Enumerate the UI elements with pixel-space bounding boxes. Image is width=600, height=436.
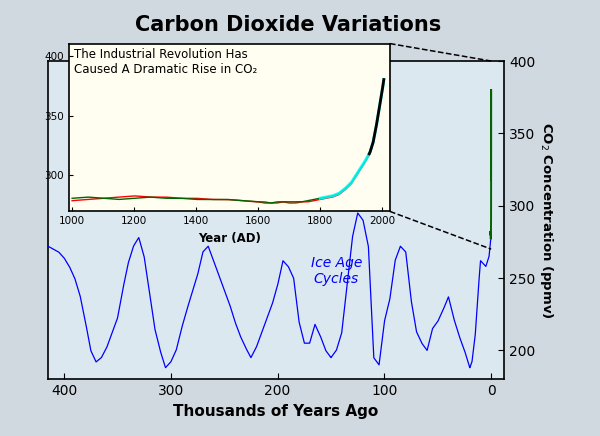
Y-axis label: CO$_2$ Concentration (ppmv): CO$_2$ Concentration (ppmv)	[538, 122, 554, 319]
Text: Carbon Dioxide Variations: Carbon Dioxide Variations	[135, 15, 441, 35]
Text: The Industrial Revolution Has
Caused A Dramatic Rise in CO₂: The Industrial Revolution Has Caused A D…	[74, 48, 257, 76]
X-axis label: Thousands of Years Ago: Thousands of Years Ago	[173, 404, 379, 419]
X-axis label: Year (AD): Year (AD)	[198, 232, 261, 245]
Text: Ice Age
Cycles: Ice Age Cycles	[311, 256, 362, 286]
